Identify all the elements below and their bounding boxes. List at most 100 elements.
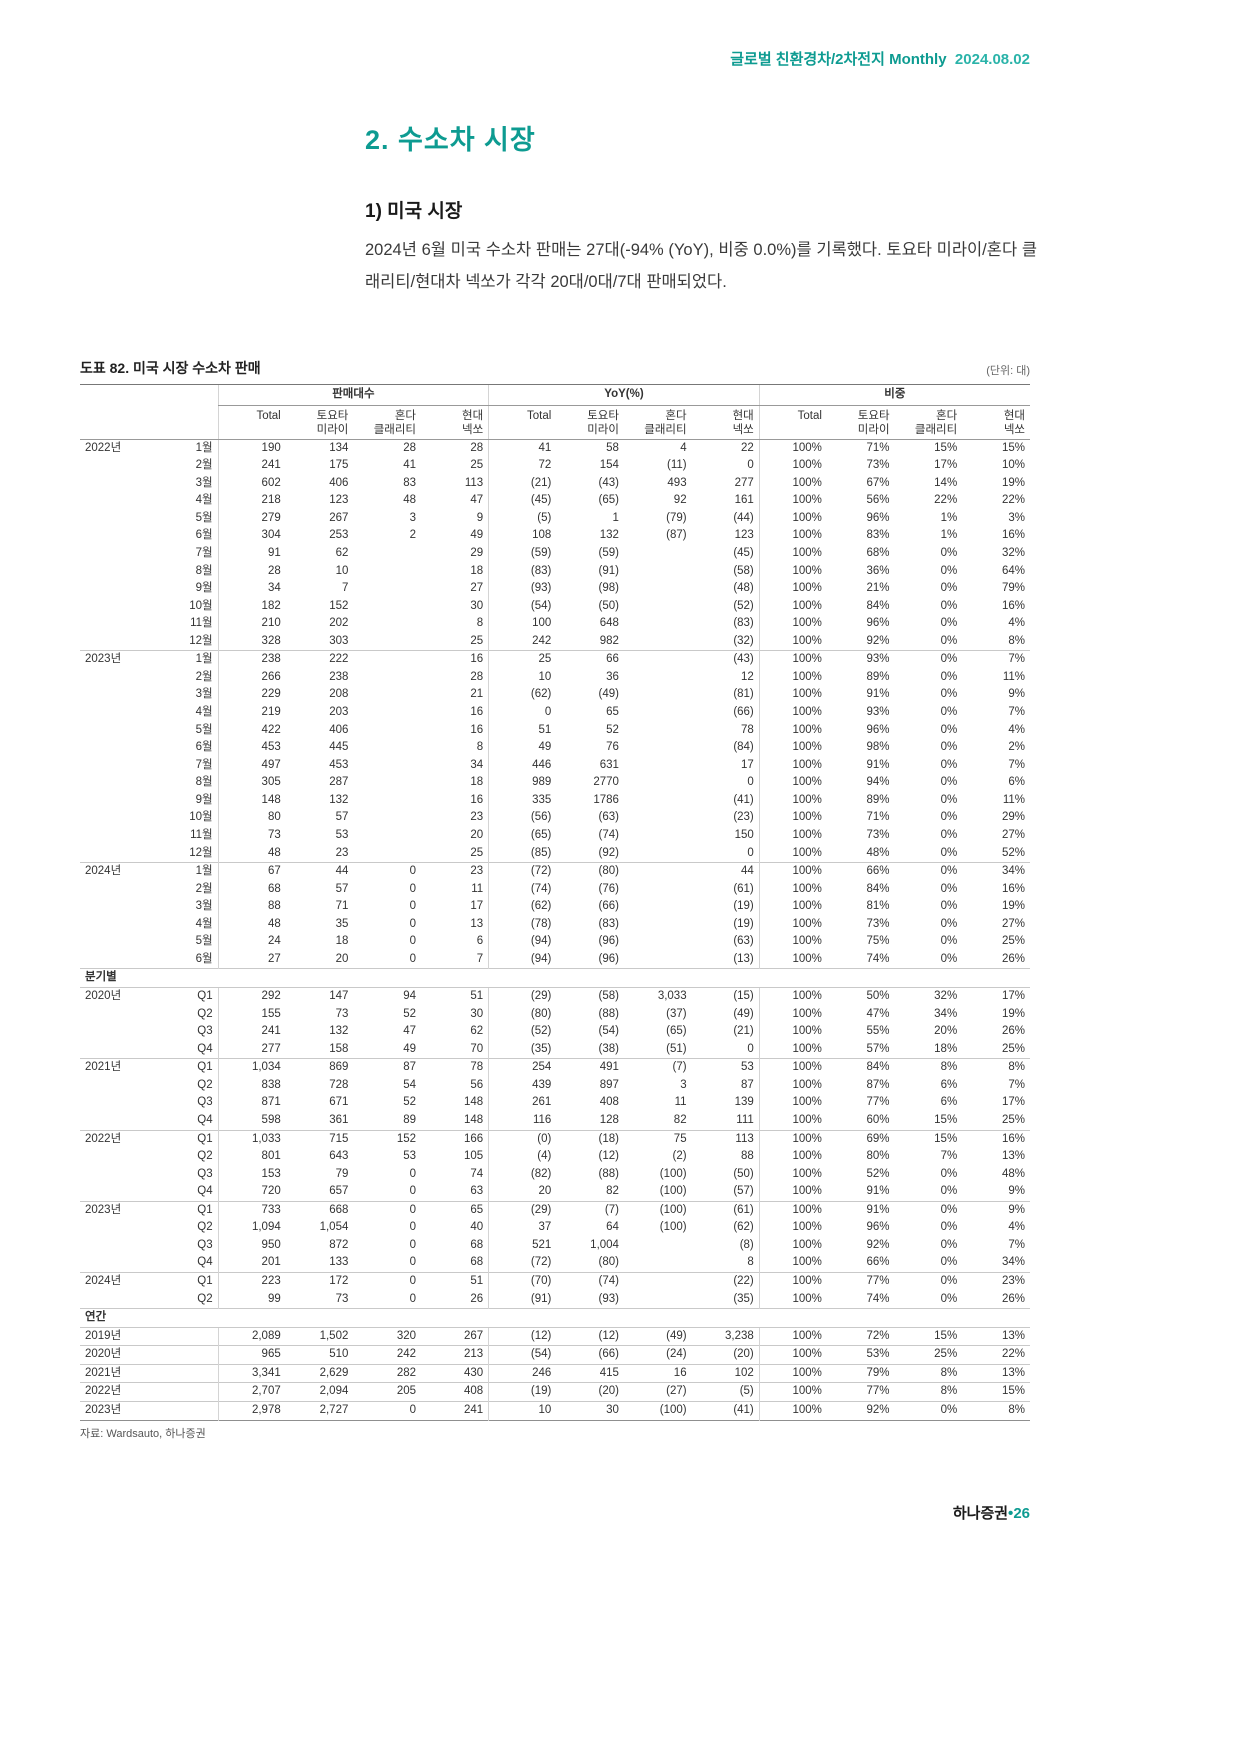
table-cell: 8% [894, 1363, 963, 1383]
table-row: Q3 871 671 52 148 261 408 11 139 100% 77% 6% 17% [80, 1094, 1030, 1112]
table-cell: 0 [747, 776, 754, 789]
table-cell: 100% [758, 1076, 827, 1095]
table-cell: 728 [329, 1078, 349, 1091]
table-cell: 66% [826, 862, 895, 881]
table-cell: 0% [940, 776, 958, 789]
report-header: 글로벌 친환경차/2차전지 Monthly 2024.08.02 [80, 48, 1030, 69]
table-cell: 100% [758, 1058, 827, 1077]
table-row: 8월 28 10 18 (83) (91) (58) 100% 36% 0% 64% [80, 562, 1030, 581]
table-cell: 91% [866, 688, 890, 701]
table-cell: 406 [329, 476, 349, 489]
table-cell: 2,089 [217, 1327, 286, 1346]
table-cell: 872 [329, 1238, 349, 1251]
page-footer: 하나증권•26 [80, 1502, 1030, 1523]
row-period: Q4 [197, 1113, 213, 1126]
table-cell: 8% [962, 1400, 1030, 1420]
table-cell: 100% [758, 439, 827, 458]
table-cell: 100% [758, 1345, 827, 1365]
table-row: 6월 304 253 2 49 108 132 (87) 123 100% 83% 1% 16% [80, 527, 1030, 545]
row-period: Q1 [162, 1058, 219, 1077]
row-year [80, 527, 162, 545]
table-cell: 100% [758, 1023, 827, 1041]
table-cell: 100% [758, 1400, 827, 1420]
table-cell: (5) [488, 509, 557, 528]
row-period: 7월 [195, 758, 213, 771]
table-cell: 100% [758, 492, 827, 510]
table-cell: 13 [470, 917, 484, 930]
table-cell: 80 [217, 809, 286, 827]
row-year [80, 933, 162, 951]
table-row: 9월 148 132 16 335 1786 (41) 100% 89% 0% 11% [80, 791, 1030, 810]
table-cell: 0% [940, 617, 958, 630]
table-cell: 4% [1008, 1221, 1025, 1234]
table-cell: 100% [758, 632, 827, 651]
table-cell: (19) [733, 917, 754, 930]
row-period: Q4 [197, 1256, 213, 1269]
table-cell: 49 [403, 1042, 417, 1055]
table-cell: 16% [1001, 599, 1025, 612]
table-cell: 668 [285, 1200, 354, 1220]
col-label: 혼다 [936, 409, 958, 422]
table-cell: 30 [470, 1007, 484, 1020]
table-cell: 0% [940, 1167, 958, 1180]
row-period: 12월 [189, 634, 213, 647]
table-cell: 223 [217, 1271, 286, 1291]
table-cell: 408 [599, 1096, 619, 1109]
table-cell [353, 545, 421, 563]
table-cell: 9% [1008, 1185, 1025, 1198]
table-row: 5월 279 267 3 9 (5) 1 (79) (44) 100% 96% 1% 3% [80, 509, 1030, 528]
table-row: 2024년 1월 67 44 0 23 (72) (80) 44 100% 66% 0% 34% [80, 862, 1030, 881]
table-cell: 100% [758, 1382, 827, 1402]
table-cell: 15% [962, 1382, 1030, 1402]
table-cell: (27) [623, 1382, 692, 1402]
table-cell: 53% [826, 1345, 895, 1365]
table-cell: 0% [940, 1256, 958, 1269]
table-cell: 3 [409, 511, 417, 524]
table-cell: 497 [217, 756, 286, 775]
table-cell: 73% [866, 828, 890, 841]
row-period: Q1 [197, 990, 213, 1002]
table-cell: 201 [217, 1254, 286, 1273]
table-cell: 4% [1008, 723, 1025, 736]
table-cell: 15% [934, 441, 958, 454]
table-cell: 0% [940, 828, 958, 841]
table-cell: 0% [940, 935, 958, 948]
row-year [80, 1148, 162, 1166]
row-period: 1월 [195, 441, 213, 454]
table-cell: (29) [488, 1200, 557, 1220]
table-cell: (49) [666, 1329, 687, 1342]
row-year [80, 1023, 162, 1041]
table-cell: 99 [217, 1290, 286, 1309]
table-cell: 320 [396, 1329, 417, 1342]
table-cell: 123 [734, 529, 754, 542]
table-cell: 100% [758, 1290, 827, 1309]
row-period: 10월 [189, 599, 213, 612]
table-cell: 26% [1001, 1025, 1025, 1038]
table-cell: 18 [470, 564, 484, 577]
table-cell: 869 [285, 1058, 354, 1077]
table-cell [624, 598, 692, 616]
table-cell: 22 [740, 441, 754, 454]
table-cell: 406 [329, 723, 349, 736]
table-cell: (8) [739, 1238, 754, 1251]
table-cell: 64 [606, 1221, 619, 1234]
table-cell: 23 [335, 846, 349, 859]
table-cell: 92% [826, 1400, 895, 1420]
table-row: Q4 720 657 0 63 20 82 (100) (57) 100% 91% 0% 9% [80, 1183, 1030, 1202]
table-row: 12월 48 23 25 (85) (92) 0 100% 48% 0% 52% [80, 844, 1030, 863]
table-cell: 0% [940, 900, 958, 913]
table-cell: (91) [488, 1290, 557, 1309]
col-label: 현대 [462, 409, 484, 422]
table-cell: 1% [940, 529, 958, 542]
row-year [80, 722, 162, 740]
table-cell: 0% [940, 917, 958, 930]
row-year: 2022년 [85, 441, 122, 454]
table-cell: (93) [488, 580, 557, 598]
table-cell: 113 [464, 476, 484, 489]
col-label: 미라이 [857, 423, 890, 436]
table-cell: 10 [488, 668, 557, 687]
table-cell: 4 [680, 441, 687, 454]
table-cell: 147 [329, 990, 349, 1002]
table-cell: 65 [606, 706, 619, 718]
row-period: Q1 [162, 1129, 219, 1149]
